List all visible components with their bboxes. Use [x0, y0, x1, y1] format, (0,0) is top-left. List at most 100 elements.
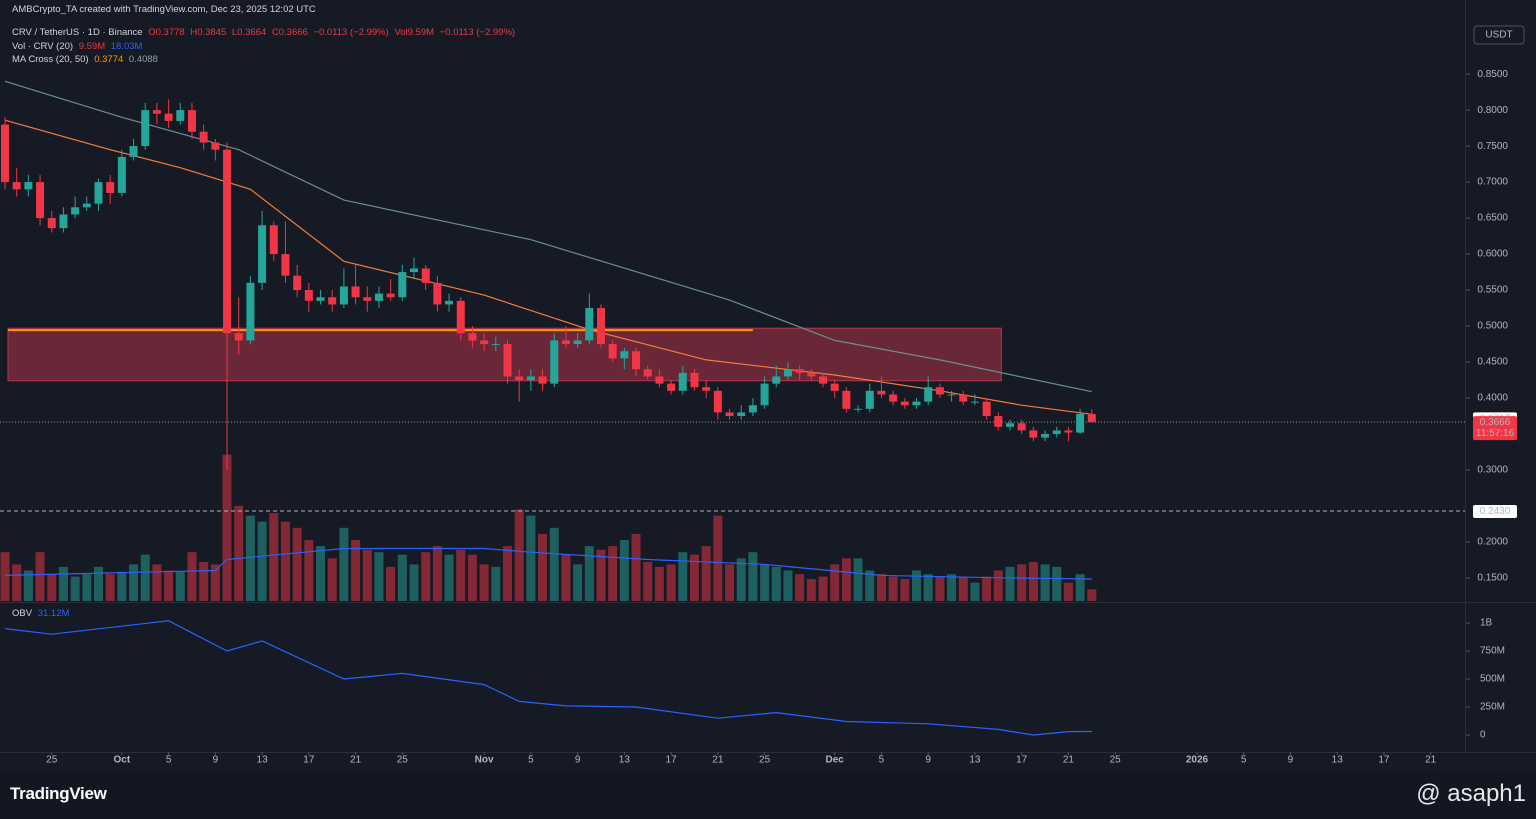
candle-body: [199, 131, 208, 143]
candle-body: [667, 383, 676, 391]
volume-change: −0.0113 (−2.99%): [439, 27, 516, 38]
volume-bar: [1052, 566, 1062, 601]
vol-value: 9.59M: [78, 41, 106, 52]
candle-body: [106, 182, 115, 193]
volume-bar: [280, 521, 290, 601]
volume-bar: [888, 576, 898, 601]
volume-ma-line: [4, 547, 1092, 580]
candle-body: [795, 369, 804, 373]
high: H0.3845: [190, 27, 227, 38]
candle-body: [970, 401, 979, 403]
time-tick-label: 25: [759, 755, 771, 766]
candle-body: [1076, 413, 1085, 433]
currency-badge: [1473, 25, 1525, 45]
volume-bar: [409, 564, 419, 601]
time-tick-label: 13: [619, 755, 631, 766]
candle-body: [935, 387, 944, 395]
volume-bar: [234, 505, 244, 601]
price-label: 0.2430: [1480, 506, 1511, 517]
volume-bar: [129, 564, 139, 601]
volume-bar: [23, 570, 33, 601]
volume-bar: [596, 549, 606, 601]
volume-bar: [619, 540, 629, 601]
volume-bar: [374, 552, 384, 601]
price-label-box: [1473, 505, 1517, 519]
volume-bar: [35, 552, 45, 601]
volume-bar: [1005, 566, 1015, 601]
time-tick-label: 5: [166, 755, 172, 766]
candle-body: [12, 182, 21, 190]
volume-bar: [713, 515, 723, 601]
candle-body: [480, 340, 489, 345]
candle-body: [865, 390, 874, 409]
volume-bar: [187, 552, 197, 601]
price-tick-label: 0.8000: [1477, 105, 1508, 116]
candle-body: [1041, 434, 1050, 438]
candle-body: [678, 372, 687, 391]
obv-tick-label: 500M: [1480, 674, 1505, 685]
candle-body: [655, 376, 664, 384]
ma20-value: 0.3774: [94, 54, 124, 65]
price-tick-label: 0.5000: [1477, 321, 1508, 332]
volume-bar: [164, 570, 174, 601]
volume-bar: [701, 546, 711, 601]
volume-bar: [105, 574, 115, 601]
candle-body: [854, 408, 863, 410]
symbol-legend: CRV / TetherUS · 1D · Binance O0.3778 H0…: [12, 27, 518, 38]
candle-body: [339, 286, 348, 305]
candle-body: [608, 344, 617, 359]
candle-body: [24, 182, 33, 190]
volume-bar: [70, 576, 80, 601]
candle-body: [82, 203, 91, 208]
volume-bar: [876, 574, 886, 601]
candle-body: [503, 344, 512, 377]
obv-tick-label: 250M: [1480, 702, 1505, 713]
candle-body: [468, 333, 477, 341]
candle-body: [947, 394, 956, 396]
time-tick-label: 17: [303, 755, 315, 766]
candle-body: [1029, 430, 1038, 438]
time-tick-label: 17: [1378, 755, 1390, 766]
candle-body: [129, 146, 138, 157]
volume-bar: [222, 454, 232, 601]
volume-bar: [327, 558, 337, 601]
candle-body: [176, 110, 185, 121]
time-tick-label: 21: [1063, 755, 1075, 766]
price-tick-label: 0.4000: [1477, 393, 1508, 404]
candle-body: [585, 308, 594, 341]
candle-body: [141, 110, 150, 147]
candle-body: [924, 387, 933, 402]
time-tick-label: 21: [712, 755, 724, 766]
symbol: CRV / TetherUS · 1D · Binance: [12, 27, 143, 38]
candle-body: [737, 412, 746, 417]
price-tick-label: 0.6500: [1477, 213, 1508, 224]
moving-average-line: [4, 80, 1092, 393]
time-tick-label: 9: [213, 755, 219, 766]
obv-tick-label: 1B: [1480, 618, 1493, 629]
candle-body: [152, 110, 161, 114]
time-tick-label: 13: [969, 755, 981, 766]
candle-body: [959, 394, 968, 402]
candle-body: [632, 351, 641, 370]
volume-bar: [199, 561, 209, 601]
vol-ma-value: 18.03M: [110, 41, 143, 52]
candle-body: [234, 333, 243, 341]
price-tick-label: 0.3000: [1477, 465, 1508, 476]
time-tick-label: 5: [879, 755, 885, 766]
low: L0.3664: [231, 27, 267, 38]
vol-indicator: Vol · CRV (20): [12, 41, 74, 52]
volume-bar: [339, 527, 349, 601]
candle-body: [71, 207, 80, 215]
time-tick-label: 13: [1332, 755, 1344, 766]
time-tick-label: 25: [397, 755, 409, 766]
volume-bar: [736, 558, 746, 601]
candle-body: [842, 390, 851, 409]
time-tick-label: 5: [1241, 755, 1247, 766]
candle-body: [211, 142, 220, 150]
volume-bar: [912, 570, 922, 601]
candle-body: [351, 286, 360, 298]
obv-indicator: OBV: [12, 608, 33, 619]
volume-bar: [549, 527, 559, 601]
volume-bar: [140, 554, 150, 601]
candle-body: [1052, 430, 1061, 435]
